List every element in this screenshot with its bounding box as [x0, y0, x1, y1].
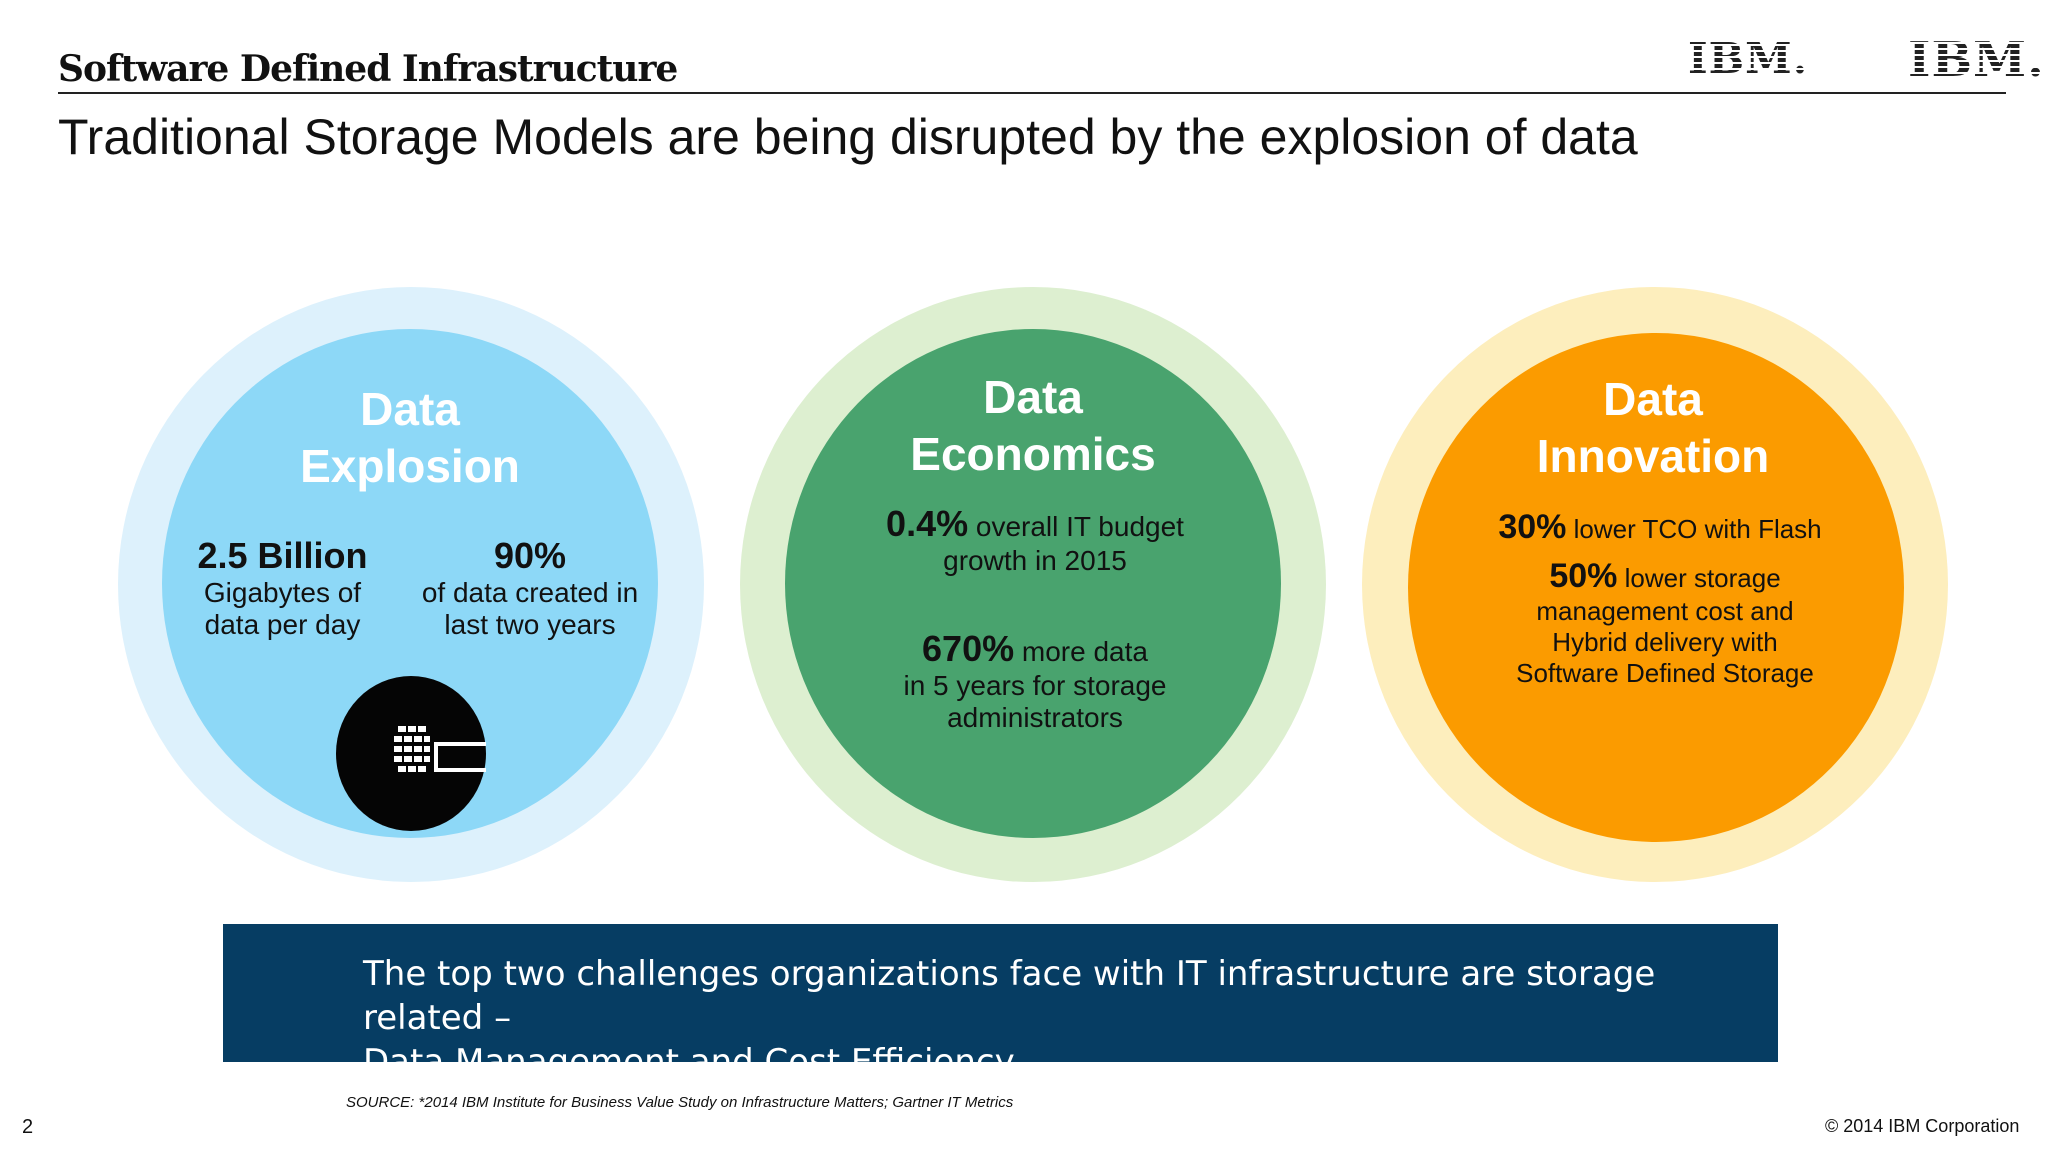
economics-stat-budget: 0.4% overall IT budget growth in 2015	[840, 506, 1230, 577]
slide-title: Traditional Storage Models are being dis…	[58, 109, 1638, 165]
stat-label: more data	[1014, 636, 1148, 667]
innovation-circle	[1408, 333, 1904, 842]
stat-value: 30%	[1498, 508, 1567, 546]
stat-value: 2.5 Billion	[197, 535, 368, 576]
economics-title-line1: Data	[983, 371, 1083, 423]
banner-text: The top two challenges organizations fac…	[363, 952, 1743, 1084]
innovation-stat-management: 50% lower storage management cost and Hy…	[1470, 558, 1860, 689]
economics-title-line2: Economics	[910, 428, 1156, 480]
innovation-stat-tco: 30% lower TCO with Flash	[1460, 508, 1860, 546]
economics-stat-growth: 670% more data in 5 years for storage ad…	[870, 631, 1200, 734]
stat-value: 0.4%	[886, 503, 969, 544]
stat-label: lower storage	[1617, 563, 1781, 593]
explosion-stat-percent: 90% of data created in last two years	[410, 535, 650, 641]
explosion-title-line1: Data	[360, 383, 460, 435]
copyright-notice: © 2014 IBM Corporation	[1825, 1116, 2020, 1136]
stat-label: administrators	[947, 702, 1123, 733]
stat-label: of data created in	[421, 577, 639, 608]
stat-label: Gigabytes of	[203, 577, 362, 608]
stat-label: last two years	[444, 609, 616, 640]
economics-circle	[785, 329, 1281, 838]
stat-label: Hybrid delivery with	[1552, 627, 1778, 657]
stat-label: in 5 years for storage	[903, 670, 1167, 701]
challenge-banner: The top two challenges organizations fac…	[223, 924, 1778, 1082]
stat-label: data per day	[204, 609, 361, 640]
explosion-stat-gigabytes: 2.5 Billion Gigabytes of data per day	[180, 535, 385, 641]
explosion-title: Data Explosion	[210, 381, 610, 495]
storage-disk-icon	[336, 676, 486, 831]
banner-line1: The top two challenges organizations fac…	[363, 954, 1656, 1038]
stat-value: 50%	[1549, 557, 1618, 595]
ibm-logo: IBM.	[1908, 32, 2045, 88]
header-divider	[58, 92, 2006, 94]
page-number: 2	[22, 1116, 34, 1138]
stat-value: 90%	[493, 535, 567, 576]
stat-label: growth in 2015	[943, 545, 1127, 576]
stat-label: overall IT budget	[968, 511, 1184, 542]
innovation-title: Data Innovation	[1450, 371, 1856, 485]
stat-value: 670%	[922, 628, 1015, 669]
stat-label: Software Defined Storage	[1516, 658, 1814, 688]
stat-label: management cost and	[1536, 596, 1794, 626]
section-title: Software Defined Infrastructure	[58, 48, 678, 90]
banner-line2: Data Management and Cost Efficiency	[363, 1042, 1015, 1082]
explosion-title-line2: Explosion	[300, 440, 520, 492]
innovation-title-line2: Innovation	[1536, 430, 1770, 482]
source-citation: SOURCE: *2014 IBM Institute for Business…	[346, 1094, 1014, 1111]
innovation-title-line1: Data	[1603, 373, 1703, 425]
ibm-logo: IBM.	[1688, 34, 1809, 83]
economics-title: Data Economics	[830, 369, 1236, 483]
stat-label: lower TCO with Flash	[1566, 514, 1822, 544]
